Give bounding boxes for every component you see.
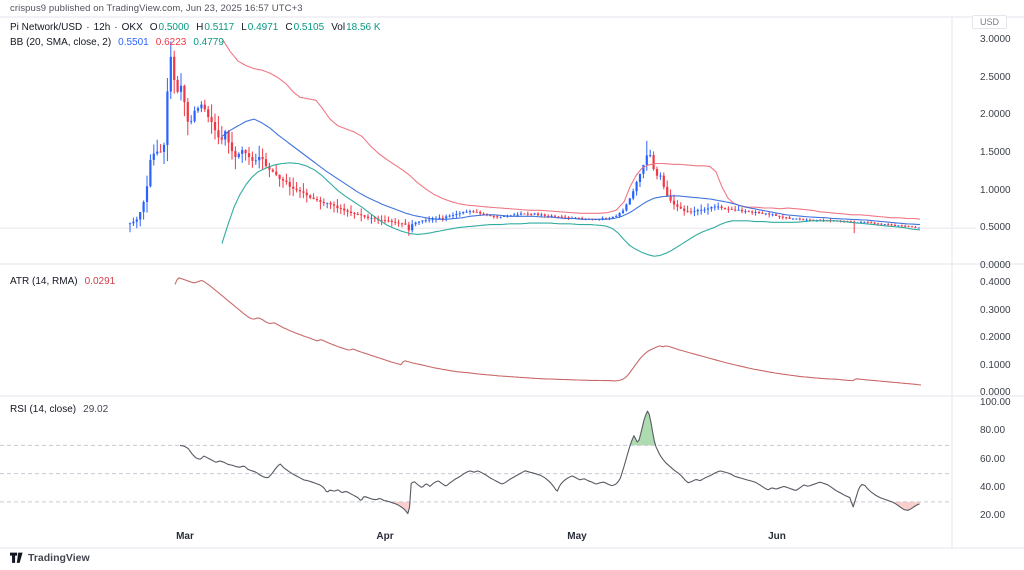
price-axis-label: 2.0000 (980, 109, 1011, 121)
atr-axis-label: 0.1000 (980, 359, 1011, 371)
price-axis-label: 0.5000 (980, 222, 1011, 234)
bollinger-legend-row: BB (20, SMA, close, 2) 0.5501 0.6223 0.4… (10, 37, 224, 48)
high-label: H (196, 22, 204, 33)
high-value: 0.5117 (204, 22, 235, 33)
close-label: C (285, 22, 293, 33)
atr-value: 0.0291 (84, 276, 116, 287)
legend-separator: · (114, 22, 118, 33)
price-axis-label: 0.0000 (980, 260, 1011, 271)
rsi-legend-row: RSI (14, close) 29.02 (10, 404, 108, 415)
rsi-axis-label: 60.00 (980, 453, 1006, 465)
atr-axis-label: 0.4000 (980, 277, 1011, 288)
publish-attribution: crispus9 published on TradingView.com, J… (10, 3, 303, 14)
close-value: 0.5105 (293, 22, 325, 33)
time-axis-label: May (567, 531, 587, 542)
rsi-axis-label: 40.00 (980, 481, 1006, 493)
legend-separator: · (86, 22, 90, 33)
bb-indicator-title[interactable]: BB (20, SMA, close, 2) (10, 37, 112, 48)
interval-label[interactable]: 12h (93, 22, 111, 33)
exchange-label[interactable]: OKX (121, 22, 143, 33)
price-axis-label: 3.0000 (980, 34, 1011, 45)
low-value: 0.4971 (247, 22, 279, 33)
atr-legend-row: ATR (14, RMA) 0.0291 (10, 276, 115, 287)
symbol-title[interactable]: Pi Network/USD (10, 22, 83, 33)
bb-basis-value: 0.5501 (118, 37, 149, 48)
rsi-indicator-title[interactable]: RSI (14, close) (10, 404, 77, 415)
bb-lower-value: 0.4779 (193, 37, 224, 48)
price-axis-label: 2.5000 (980, 71, 1011, 83)
tradingview-branding[interactable]: TradingView (10, 552, 90, 564)
atr-axis-label: 0.0000 (980, 387, 1011, 398)
time-axis-label: Jun (768, 531, 786, 542)
tradingview-logo-icon (10, 552, 23, 563)
tradingview-brand-text: TradingView (28, 552, 90, 564)
volume-value: 18.56 K (346, 22, 381, 33)
price-axis-label: 1.5000 (980, 147, 1011, 158)
bb-upper-value: 0.6223 (155, 37, 187, 48)
time-axis[interactable]: Mar Apr May Jun (0, 531, 1024, 547)
time-axis-label: Apr (376, 531, 394, 542)
low-label: L (241, 22, 247, 33)
price-axis-label: 1.0000 (980, 184, 1011, 196)
atr-indicator-title[interactable]: ATR (14, RMA) (10, 276, 78, 287)
atr-axis-label: 0.2000 (980, 332, 1011, 343)
currency-label: USD (972, 15, 1008, 29)
atr-axis-label: 0.3000 (980, 304, 1011, 316)
volume-label: Vol (331, 22, 346, 33)
price-axis[interactable]: 3.0000 2.5000 2.0000 1.5000 1.0000 0.5000 0.00… (980, 0, 1024, 570)
rsi-value: 29.02 (83, 404, 109, 415)
open-label: O (149, 22, 158, 33)
symbol-legend-row: Pi Network/USD · 12h · OKX O 0.5000 H 0.… (10, 22, 381, 33)
rsi-axis-label: 80.00 (980, 425, 1006, 437)
rsi-axis-label: 20.00 (980, 510, 1006, 521)
open-value: 0.5000 (158, 22, 190, 33)
time-axis-label: Mar (176, 531, 194, 542)
rsi-axis-label: 100.00 (980, 397, 1011, 408)
